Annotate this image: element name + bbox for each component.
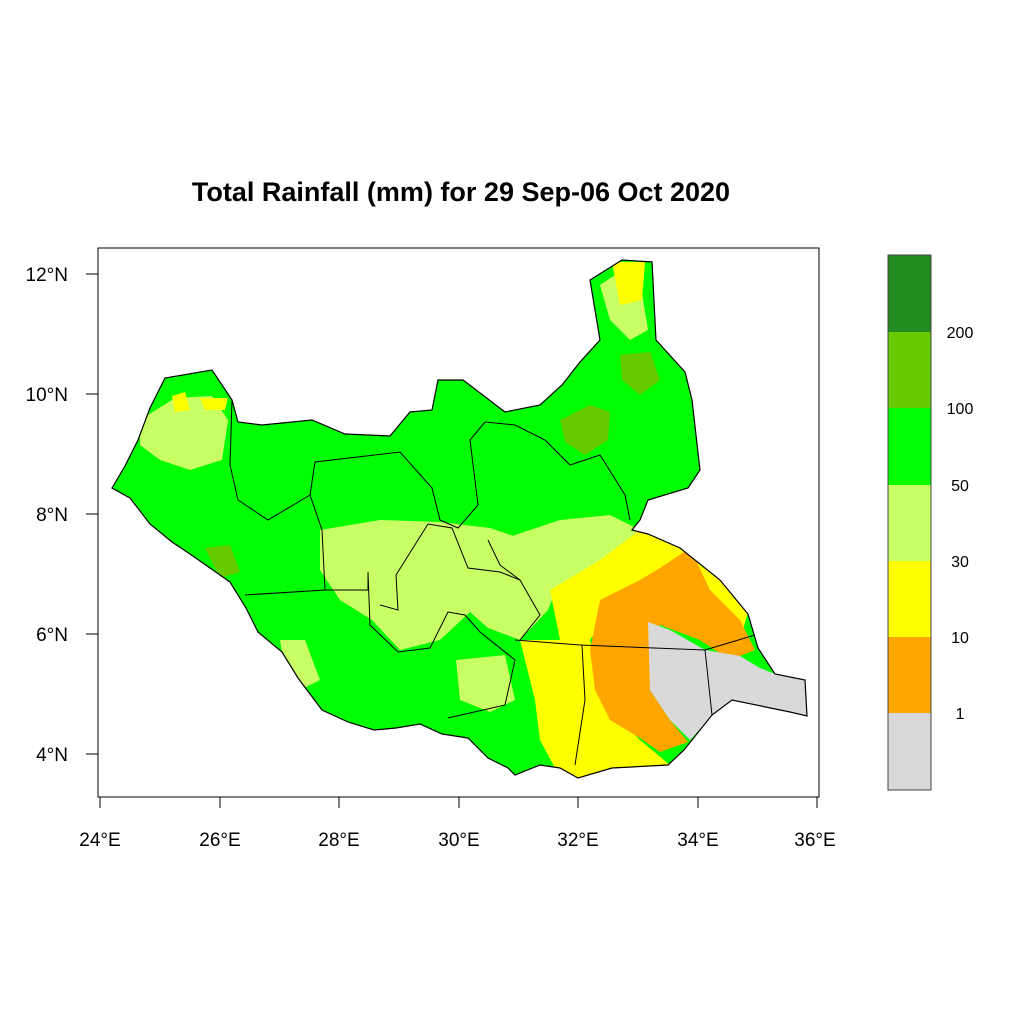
legend-swatch (888, 637, 931, 713)
y-tick-labels: 12°N 10°N 8°N 6°N 4°N (26, 265, 68, 766)
state-boundary-10 (574, 644, 586, 766)
zone-30-50-east (500, 515, 640, 590)
x-tick-label: 26°E (199, 830, 240, 851)
state-boundary-8 (487, 539, 521, 581)
rainfall-field (112, 260, 807, 778)
legend-label: 100 (947, 401, 974, 418)
zone-10-30-south (520, 640, 670, 778)
legend-border (887, 254, 932, 791)
x-tick-label: 36°E (794, 830, 835, 851)
state-boundary-1 (229, 399, 311, 521)
map-title: Total Rainfall (mm) for 29 Sep-06 Oct 20… (192, 177, 730, 207)
legend-swatch (888, 408, 931, 485)
state-boundary-6 (379, 523, 541, 641)
zone-30-50-southwest (280, 640, 320, 690)
y-tick-label: 4°N (36, 745, 68, 766)
state-boundaries (229, 399, 756, 766)
state-boundary-11 (704, 649, 713, 716)
legend-swatch (888, 332, 931, 408)
state-boundary-7 (439, 421, 631, 529)
zone-30-50-central (320, 520, 560, 650)
zone-30-50-south (456, 655, 515, 712)
y-tick-label: 10°N (26, 385, 68, 406)
zone-100-200-north (560, 405, 610, 455)
zone-10-30-west (172, 392, 228, 412)
zone-30-50-west (140, 396, 228, 470)
legend-swatch (888, 713, 931, 790)
state-boundary-2 (309, 451, 441, 521)
zone-10-30-north (612, 262, 645, 305)
legend-label: 200 (947, 325, 974, 342)
state-boundary-3 (244, 494, 326, 596)
state-boundary-9 (514, 634, 756, 651)
y-tick-label: 6°N (36, 625, 68, 646)
legend-label: 1 (956, 706, 965, 723)
legend-swatch (888, 561, 931, 637)
x-tick-label: 32°E (557, 830, 598, 851)
y-axis (86, 273, 98, 755)
legend-colorbar (887, 254, 932, 791)
x-axis (99, 797, 818, 808)
x-tick-label: 24°E (79, 830, 120, 851)
zone-1-10-east (590, 548, 755, 752)
y-tick-label: 12°N (26, 265, 68, 286)
legend-label: 30 (951, 554, 969, 571)
zone-below-1-southeast (648, 622, 807, 740)
legend-label: 10 (951, 630, 969, 647)
country-outline (111, 259, 808, 779)
x-tick-label: 30°E (438, 830, 479, 851)
x-tick-labels: 24°E 26°E 28°E 30°E 32°E 34°E 36°E (79, 830, 835, 851)
zone-100-200-west (205, 545, 240, 578)
y-tick-label: 8°N (36, 505, 68, 526)
legend-swatch (888, 485, 931, 561)
legend-swatch (888, 255, 931, 332)
legend-label: 50 (951, 478, 969, 495)
legend-labels: 1 10 30 50 100 200 (947, 325, 974, 723)
x-tick-label: 34°E (677, 830, 718, 851)
x-tick-label: 28°E (318, 830, 359, 851)
zone-100-200-ne (620, 352, 660, 395)
state-boundary-5 (367, 571, 516, 719)
